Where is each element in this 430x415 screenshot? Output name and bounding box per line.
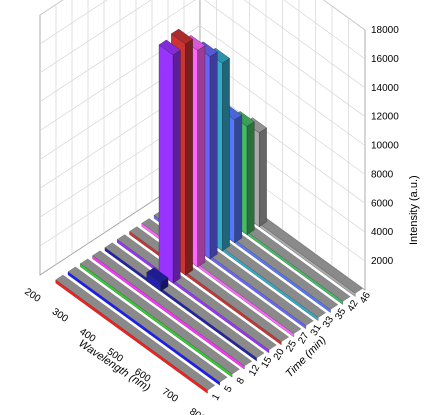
x-tick-label: 700: [160, 386, 180, 405]
x-tick-label: 200: [22, 286, 42, 305]
y-tick-label: 8: [235, 376, 248, 387]
x-axis-title: Wavelength (nm): [76, 338, 152, 395]
baseline-strip-front: [55, 279, 208, 394]
z-gridline: [39, 25, 366, 146]
y-tick-label: 12: [247, 363, 262, 379]
bar-side: [185, 38, 193, 276]
y-tick-label: 15: [259, 355, 274, 371]
z-tick-label: 14000: [371, 83, 399, 94]
bar-top: [158, 39, 181, 56]
y-tick-label: 33: [321, 314, 336, 330]
z-axis-title: Intensity (a.u.): [408, 175, 420, 245]
bar-side: [209, 51, 218, 260]
y-tick-label: 1: [210, 392, 223, 403]
bar-side: [246, 121, 255, 235]
y-tick-label: 27: [296, 330, 311, 346]
baseline-strip-front: [104, 247, 257, 362]
y-tick-label: 5: [223, 384, 236, 395]
x-tick-label: 300: [50, 306, 70, 325]
baseline-strip-front: [92, 255, 245, 370]
y-tick-label: 20: [272, 347, 287, 363]
y-tick-label: 46: [358, 290, 373, 306]
y-tick-label: 35: [333, 306, 348, 322]
y-tick-label: 31: [309, 322, 324, 338]
baseline-strip-front: [80, 263, 233, 378]
bars: [55, 28, 363, 394]
z-tick-label: 4000: [371, 227, 394, 238]
bar-top: [171, 28, 193, 45]
bar-side: [222, 58, 230, 252]
bar-side: [259, 127, 267, 227]
y-tick-label: 25: [284, 338, 299, 354]
bar-side: [172, 49, 181, 284]
y-tick-label: 42: [346, 298, 361, 314]
bar-side: [197, 45, 206, 268]
z-tick-label: 10000: [371, 141, 399, 152]
baseline-strip-front: [67, 271, 220, 386]
z-tick-label: 12000: [371, 112, 399, 123]
z-tick-label: 8000: [371, 169, 394, 180]
z-gridline: [39, 0, 366, 89]
z-tick-label: 16000: [371, 54, 399, 65]
baseline-strip-front: [117, 239, 270, 354]
bar-side: [234, 114, 243, 244]
bar: [158, 44, 174, 284]
z-tick-label: 6000: [371, 198, 394, 209]
bar-top: [146, 267, 169, 283]
x-tick-label: 800: [187, 406, 207, 415]
z-tick-label: 2000: [371, 256, 394, 267]
z-gridline: [39, 0, 366, 117]
z-gridline: [39, 0, 366, 60]
z-tick-label: 18000: [371, 25, 399, 36]
